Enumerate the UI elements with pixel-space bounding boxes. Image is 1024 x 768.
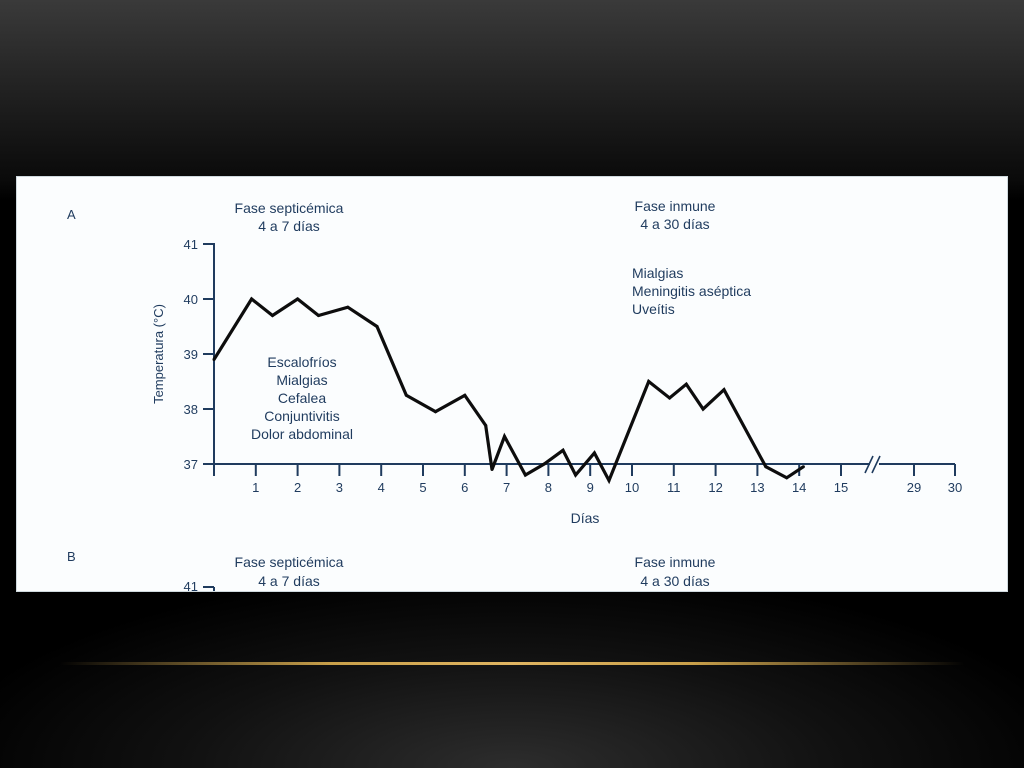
temperature-point — [375, 325, 379, 328]
y-tick-label: 40 — [184, 292, 198, 307]
symptoms-phase2: Mialgias Meningitis aséptica Uveítis — [632, 265, 751, 317]
x-tick-label: 5 — [419, 480, 426, 495]
x-tick-label: 13 — [750, 480, 764, 495]
temperature-point — [490, 468, 494, 471]
panel-b-phase1-title: Fase septicémica — [235, 554, 344, 570]
phase1-duration: 4 a 7 días — [258, 218, 320, 234]
slide-bottom-glow — [0, 592, 1024, 768]
x-tick-label: 29 — [907, 480, 921, 495]
symptom-item: Mialgias — [632, 265, 683, 281]
x-tick-label: 9 — [587, 480, 594, 495]
x-tick-label: 11 — [667, 480, 681, 495]
temperature-point — [523, 473, 527, 477]
panel-b-phase2-duration: 4 a 30 días — [640, 573, 709, 589]
temperature-point — [317, 314, 320, 317]
temperature-point — [592, 451, 596, 455]
x-tick-label: 10 — [625, 480, 639, 495]
temperature-point — [668, 396, 672, 400]
x-tick-label: 4 — [378, 480, 385, 495]
x-tick-label: 8 — [545, 480, 552, 495]
temperature-point — [701, 407, 705, 411]
symptom-item: Mialgias — [276, 372, 327, 388]
phase2-title: Fase inmune — [635, 198, 716, 214]
phase2-duration: 4 a 30 días — [640, 216, 709, 232]
panel-b-y-tick-label: 41 — [184, 579, 198, 592]
temperature-point — [801, 465, 805, 469]
y-tick-label: 39 — [184, 347, 198, 362]
x-axis-label: Días — [571, 510, 600, 526]
x-tick-label: 1 — [252, 480, 259, 495]
symptoms-phase1: Escalofríos Mialgias Cefalea Conjuntivit… — [251, 354, 353, 442]
temperature-point — [503, 435, 506, 438]
panel-a-letter: A — [67, 207, 76, 222]
temperature-point — [607, 479, 611, 482]
temperature-point — [764, 465, 768, 469]
symptom-item: Cefalea — [278, 390, 326, 406]
axis-break-mark — [864, 455, 881, 474]
y-ticks: 37 38 39 40 41 — [184, 237, 214, 472]
temperature-point — [785, 476, 789, 480]
temperature-point — [542, 462, 546, 466]
symptom-item: Meningitis aséptica — [632, 283, 751, 299]
temperature-point — [722, 388, 726, 392]
temperature-point — [250, 297, 254, 301]
panel-b-phase2-title: Fase inmune — [635, 554, 716, 570]
temperature-point — [346, 305, 350, 309]
temperature-chart: A Fase septicémica 4 a 7 días Fase inmun… — [67, 198, 962, 592]
y-tick-label: 41 — [184, 237, 198, 252]
x-tick-label: 7 — [503, 480, 510, 495]
symptom-item: Escalofríos — [267, 354, 336, 370]
temperature-point — [271, 314, 274, 317]
x-tick-label: 30 — [948, 480, 962, 495]
temperature-point — [212, 358, 216, 361]
y-axis-label: Temperatura (°C) — [151, 304, 166, 404]
symptom-item: Conjuntivitis — [264, 408, 339, 424]
panel-b-phase1-duration: 4 a 7 días — [258, 573, 320, 589]
panel-b-letter: B — [67, 549, 76, 564]
x-tick-label: 14 — [792, 480, 806, 495]
x-ticks: 1 2 3 4 5 6 7 8 9 10 11 12 13 14 15 29 30 — [213, 464, 962, 495]
temperature-point — [434, 410, 437, 414]
temperature-point — [296, 297, 300, 301]
temperature-point — [463, 393, 467, 397]
y-tick-label: 37 — [184, 457, 198, 472]
temperature-point — [684, 382, 688, 386]
y-tick-label: 38 — [184, 402, 198, 417]
phase1-title: Fase septicémica — [235, 200, 344, 216]
x-tick-label: 6 — [461, 480, 468, 495]
data-points — [212, 297, 805, 482]
x-tick-label: 15 — [834, 480, 848, 495]
symptom-item: Uveítis — [632, 301, 675, 317]
temperature-point — [404, 393, 408, 397]
figure-panel: A Fase septicémica 4 a 7 días Fase inmun… — [16, 176, 1008, 592]
slide-gold-divider — [60, 662, 964, 665]
temperature-point — [484, 424, 488, 427]
temperature-point — [647, 380, 651, 383]
x-tick-label: 2 — [294, 480, 301, 495]
x-tick-label: 12 — [708, 480, 722, 495]
symptom-item: Dolor abdominal — [251, 426, 353, 442]
temperature-point — [561, 448, 565, 452]
x-tick-label: 3 — [336, 480, 343, 495]
temperature-point — [574, 473, 578, 477]
